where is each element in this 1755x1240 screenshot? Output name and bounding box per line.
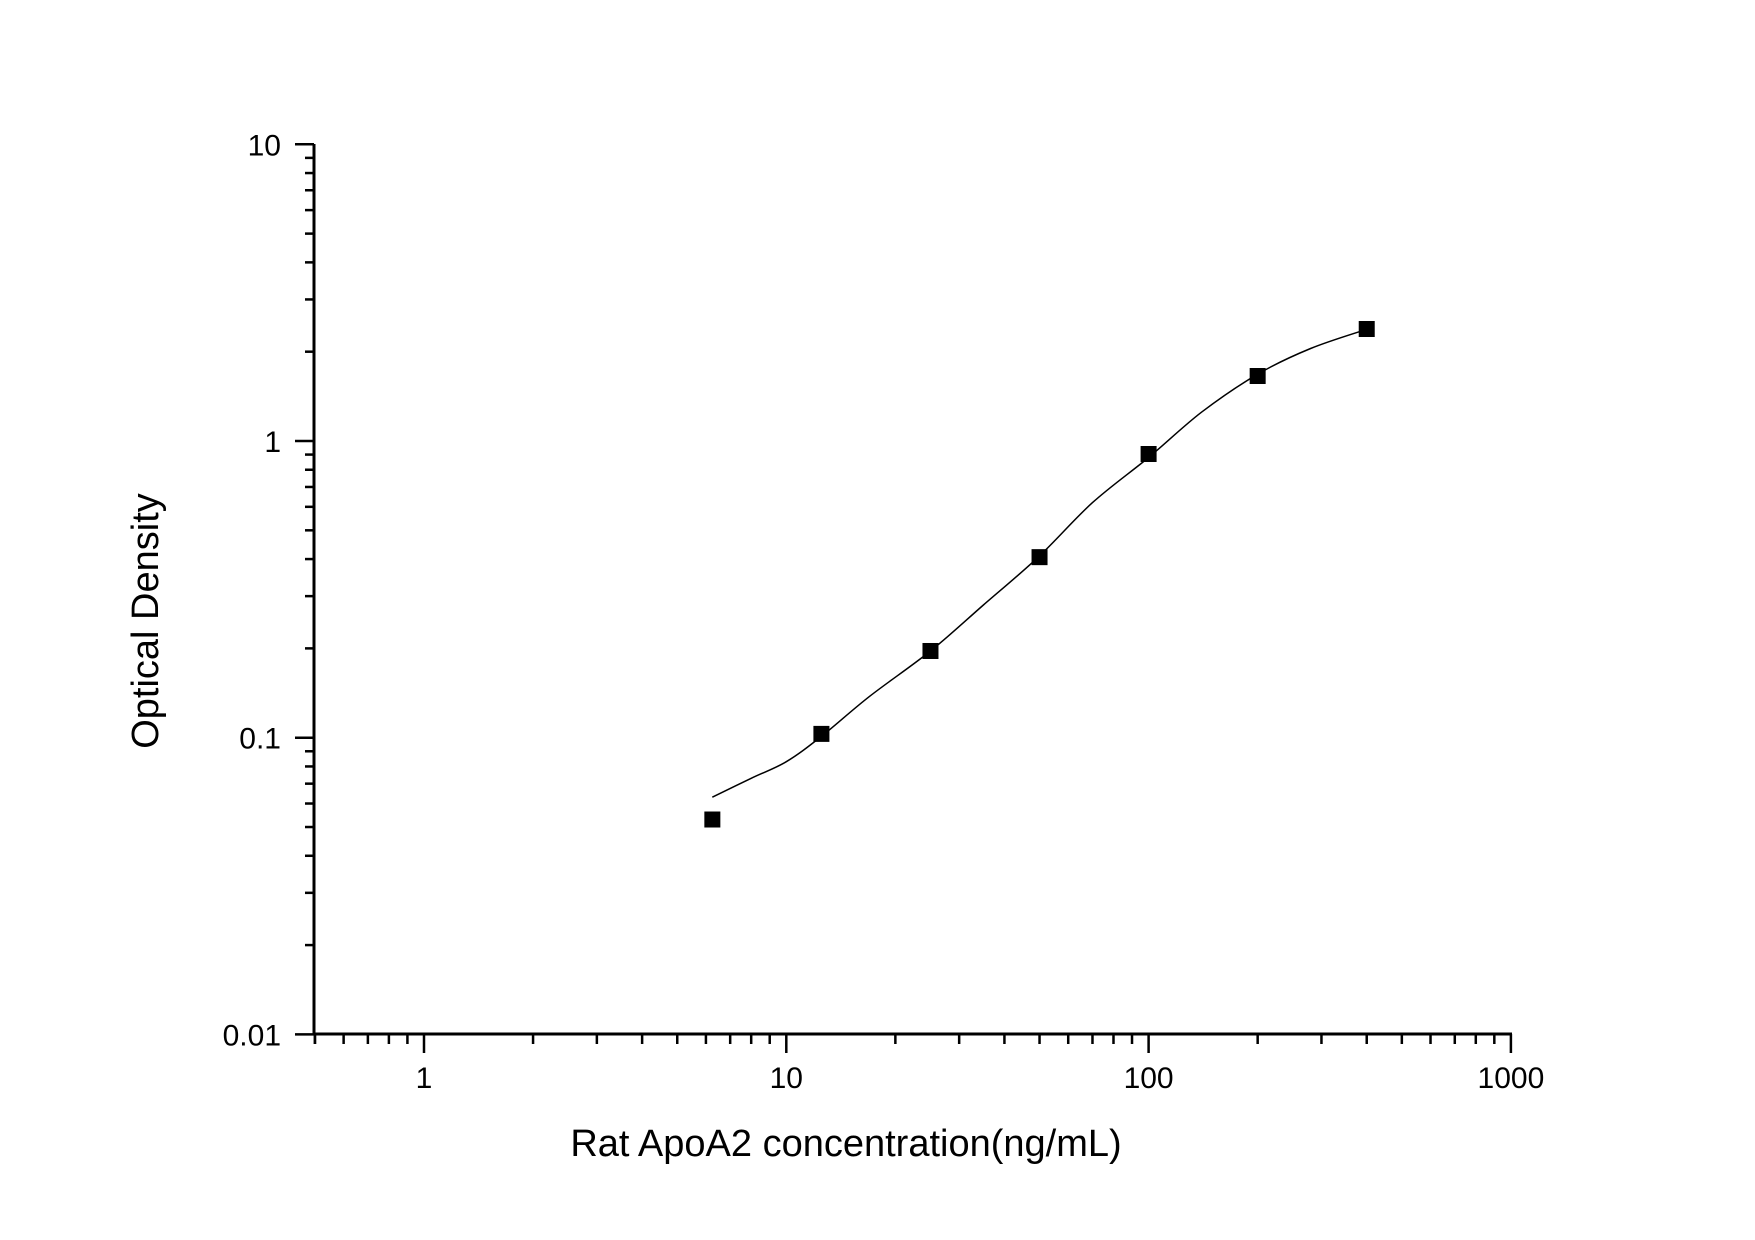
data-point-marker	[1249, 368, 1266, 385]
data-point-marker	[1140, 446, 1157, 463]
y-axis-ticks	[295, 143, 314, 1036]
data-points	[704, 320, 1375, 828]
x-tick-label: 1000	[1478, 1062, 1545, 1095]
x-tick-label: 1	[416, 1062, 433, 1095]
y-axis-tick-labels: 0.01 0.1 1 10	[223, 129, 281, 1052]
x-axis-tick-labels: 1 10 100 1000	[416, 1062, 1545, 1095]
data-point-marker	[704, 811, 721, 828]
y-tick-label: 1	[264, 426, 281, 459]
data-point-marker	[1358, 320, 1375, 337]
x-axis-ticks	[313, 1034, 1513, 1053]
y-tick-label: 10	[248, 129, 281, 162]
data-point-marker	[813, 725, 830, 742]
axes: 1 10 100 1000 0.01 0.1 1 10	[223, 129, 1545, 1095]
y-axis-title: Optical Density	[125, 493, 167, 749]
x-tick-label: 10	[770, 1062, 803, 1095]
data-point-marker	[1031, 549, 1048, 566]
y-tick-label: 0.1	[239, 723, 281, 756]
fit-curve-line	[711, 328, 1367, 798]
x-axis-title: Rat ApoA2 concentration(ng/mL)	[570, 1123, 1121, 1165]
y-tick-label: 0.01	[223, 1019, 281, 1052]
data-point-marker	[922, 642, 939, 659]
x-tick-label: 100	[1124, 1062, 1174, 1095]
